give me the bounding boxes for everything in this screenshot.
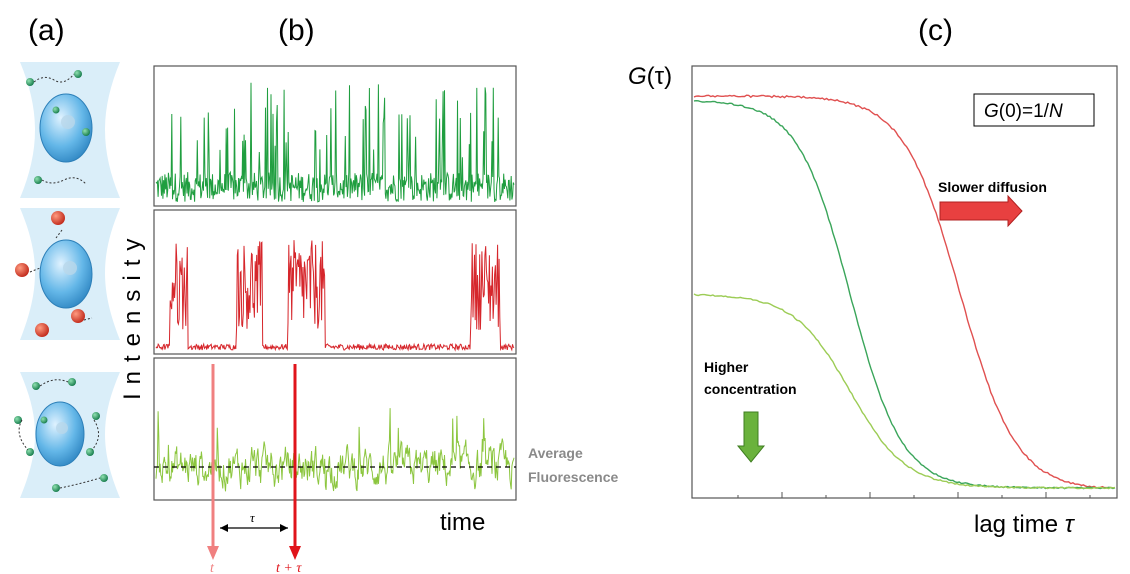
panel-b-label: (b) [278, 14, 315, 47]
trace-box-lightgreen [153, 357, 517, 501]
lag-time-axis-label-text: lag time [974, 511, 1065, 538]
g-axis-label: G(τ) [628, 63, 672, 90]
average-label-line1: Average [528, 445, 583, 461]
panel-c-label: (c) [918, 14, 953, 47]
plot-ticks [737, 492, 1091, 498]
t-label: t [210, 561, 215, 574]
higher-concentration-arrow [736, 411, 766, 463]
correlation-plot-frame [691, 65, 1118, 499]
panel-a-label: (a) [28, 14, 65, 47]
t-plus-tau-arrow-head [289, 546, 301, 560]
g-axis-label-g: G [628, 63, 647, 90]
g0-formula-mid: (0)=1/ [999, 101, 1050, 122]
g0-formula: G(0)=1/N [984, 101, 1063, 122]
lag-time-axis-label-tau: τ [1065, 511, 1076, 538]
correlation-curve-slow-diffusion [693, 94, 1115, 489]
slower-diffusion-arrow [939, 194, 1023, 228]
trace-red-slow-diffusion [155, 240, 515, 352]
focal-volume-large-red [15, 208, 120, 340]
time-axis-label: time [440, 509, 485, 536]
average-label-line2: Fluorescence [528, 469, 618, 485]
higher-concentration-label-2: concentration [704, 381, 797, 397]
trace-box-red [153, 209, 517, 355]
lag-time-axis-label: lag time τ [974, 511, 1076, 538]
focal-volume-slow-green [20, 62, 120, 198]
slower-diffusion-label: Slower diffusion [938, 179, 1047, 195]
t-plus-tau-label: t + τ [276, 561, 302, 574]
higher-concentration-label-1: Higher [704, 359, 749, 375]
t-arrow-head [207, 546, 219, 560]
tau-label: τ [250, 510, 256, 525]
focal-volume-schematics [14, 62, 120, 498]
trace-green-fast-diffusion [155, 82, 515, 203]
correlation-curve-high-concentration [693, 293, 1116, 490]
focal-volume-many-green [14, 372, 120, 498]
intensity-axis-label: Intensity [119, 230, 146, 400]
g0-formula-n: N [1049, 101, 1063, 122]
g0-formula-box [973, 93, 1095, 127]
g0-formula-g: G [984, 101, 999, 122]
trace-lightgreen-high-concentration [155, 408, 515, 492]
g-axis-label-rest: (τ) [647, 63, 672, 90]
